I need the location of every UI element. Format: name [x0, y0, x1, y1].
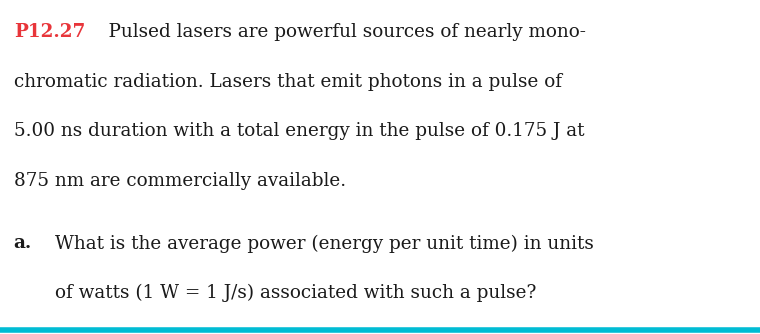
Text: of watts (1 W = 1 J/s) associated with such a pulse?: of watts (1 W = 1 J/s) associated with s…	[55, 284, 536, 302]
Text: a.: a.	[14, 234, 32, 253]
Text: What is the average power (energy per unit time) in units: What is the average power (energy per un…	[55, 234, 594, 253]
Text: 5.00 ns duration with a total energy in the pulse of 0.175 J at: 5.00 ns duration with a total energy in …	[14, 122, 584, 140]
Text: chromatic radiation. Lasers that emit photons in a pulse of: chromatic radiation. Lasers that emit ph…	[14, 73, 562, 91]
Text: P12.27: P12.27	[14, 23, 85, 41]
Text: 875 nm are commercially available.: 875 nm are commercially available.	[14, 172, 346, 190]
Text: Pulsed lasers are powerful sources of nearly mono-: Pulsed lasers are powerful sources of ne…	[85, 23, 586, 41]
